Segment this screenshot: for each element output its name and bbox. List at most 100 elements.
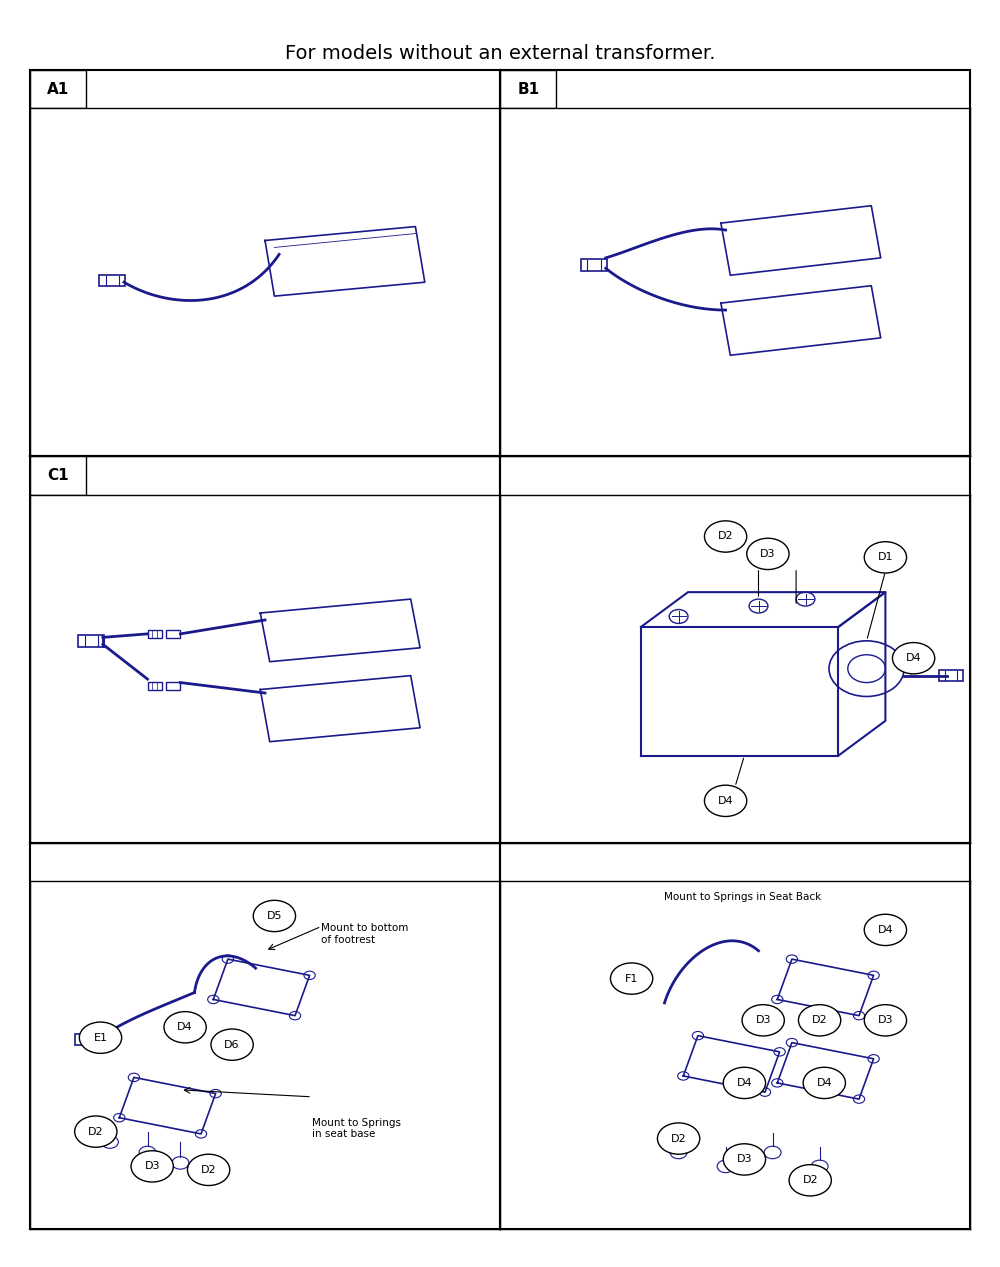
Circle shape [101, 1135, 118, 1148]
Circle shape [304, 972, 315, 979]
Circle shape [774, 1048, 785, 1055]
Text: D4: D4 [177, 1022, 193, 1033]
Circle shape [164, 1011, 206, 1043]
Circle shape [704, 521, 747, 552]
Circle shape [289, 1011, 301, 1020]
Text: D3: D3 [755, 1015, 771, 1025]
Text: Deluxe Massage Units – Seat Back: Deluxe Massage Units – Seat Back [588, 854, 882, 869]
Circle shape [772, 1078, 783, 1087]
Circle shape [692, 1031, 704, 1040]
Text: Mount to Springs
in seat base: Mount to Springs in seat base [312, 1117, 401, 1139]
Text: D2: D2 [671, 1134, 686, 1144]
Circle shape [208, 996, 219, 1003]
Circle shape [717, 1161, 734, 1173]
Circle shape [786, 955, 798, 963]
Circle shape [853, 1095, 865, 1104]
Circle shape [789, 1164, 831, 1196]
Text: B1: B1 [517, 81, 539, 96]
Circle shape [131, 1150, 173, 1182]
Text: D2: D2 [812, 1015, 827, 1025]
Text: D2: D2 [718, 531, 733, 541]
Text: A1: A1 [47, 81, 69, 96]
Text: D4: D4 [737, 1078, 752, 1088]
Text: E1: E1 [94, 1033, 108, 1043]
Bar [166, 682, 180, 691]
Circle shape [864, 915, 907, 945]
Circle shape [749, 599, 768, 613]
Circle shape [786, 1039, 798, 1047]
Text: D3: D3 [878, 1015, 893, 1025]
Circle shape [114, 1114, 125, 1121]
Text: D4: D4 [878, 925, 893, 935]
Text: F1: F1 [625, 973, 638, 983]
Circle shape [723, 1067, 766, 1098]
Circle shape [139, 1147, 156, 1159]
FancyBboxPatch shape [581, 258, 607, 271]
Text: For models without an external transformer.: For models without an external transform… [285, 44, 715, 63]
Bar [148, 630, 162, 639]
Circle shape [79, 1022, 122, 1053]
Circle shape [892, 642, 935, 674]
Circle shape [747, 538, 789, 570]
Circle shape [75, 1116, 117, 1147]
Text: C1: C1 [47, 468, 69, 483]
Text: D4: D4 [816, 1078, 832, 1088]
Circle shape [764, 1147, 781, 1159]
FancyBboxPatch shape [939, 670, 963, 680]
Circle shape [811, 1161, 828, 1173]
Circle shape [803, 1067, 845, 1098]
FancyBboxPatch shape [500, 70, 556, 109]
Circle shape [187, 1154, 230, 1186]
Text: Mount to bottom
of footrest: Mount to bottom of footrest [321, 922, 409, 944]
FancyBboxPatch shape [99, 275, 125, 286]
Bar [148, 682, 162, 691]
Text: D5: D5 [267, 911, 282, 921]
Text: Dual Heat Pads – Quick Release: Dual Heat Pads – Quick Release [158, 468, 428, 483]
Text: D4: D4 [718, 796, 733, 806]
Circle shape [742, 1005, 784, 1036]
Text: Mount to Springs in Seat Back: Mount to Springs in Seat Back [664, 892, 822, 902]
Circle shape [853, 1011, 865, 1020]
Text: D4: D4 [906, 654, 921, 663]
Circle shape [829, 641, 904, 697]
Circle shape [128, 1073, 140, 1082]
Circle shape [864, 1005, 907, 1036]
Circle shape [848, 655, 885, 683]
Text: Dual Heat Pads: Dual Heat Pads [698, 81, 829, 96]
Circle shape [669, 609, 688, 623]
Circle shape [211, 1029, 253, 1060]
Circle shape [253, 901, 296, 931]
Circle shape [798, 1005, 841, 1036]
Circle shape [657, 1123, 700, 1154]
Circle shape [210, 1090, 221, 1097]
Text: D3: D3 [737, 1154, 752, 1164]
Text: D2: D2 [201, 1164, 216, 1175]
Text: D2: D2 [88, 1126, 104, 1136]
Circle shape [723, 1144, 766, 1175]
FancyBboxPatch shape [30, 70, 86, 109]
Text: D2: D2 [802, 1176, 818, 1186]
Circle shape [772, 996, 783, 1003]
Text: D3: D3 [144, 1162, 160, 1172]
Circle shape [759, 1088, 771, 1096]
Bar [166, 630, 180, 639]
Text: Deluxe Massage Units – Seat Base: Deluxe Massage Units – Seat Base [118, 854, 412, 869]
Text: Massage Unit: Massage Unit [677, 468, 793, 483]
FancyBboxPatch shape [78, 635, 104, 646]
Circle shape [704, 786, 747, 816]
Circle shape [195, 1130, 207, 1138]
Circle shape [678, 1072, 689, 1081]
Circle shape [610, 963, 653, 995]
Circle shape [172, 1157, 189, 1169]
Circle shape [222, 955, 234, 963]
Text: Heat Pad: Heat Pad [254, 81, 332, 96]
Circle shape [670, 1147, 687, 1159]
FancyBboxPatch shape [30, 456, 86, 495]
Circle shape [868, 1054, 879, 1063]
Circle shape [868, 972, 879, 979]
Circle shape [796, 592, 815, 606]
Circle shape [864, 542, 907, 573]
Text: D1: D1 [878, 552, 893, 563]
FancyBboxPatch shape [75, 1034, 98, 1045]
FancyBboxPatch shape [620, 973, 643, 983]
